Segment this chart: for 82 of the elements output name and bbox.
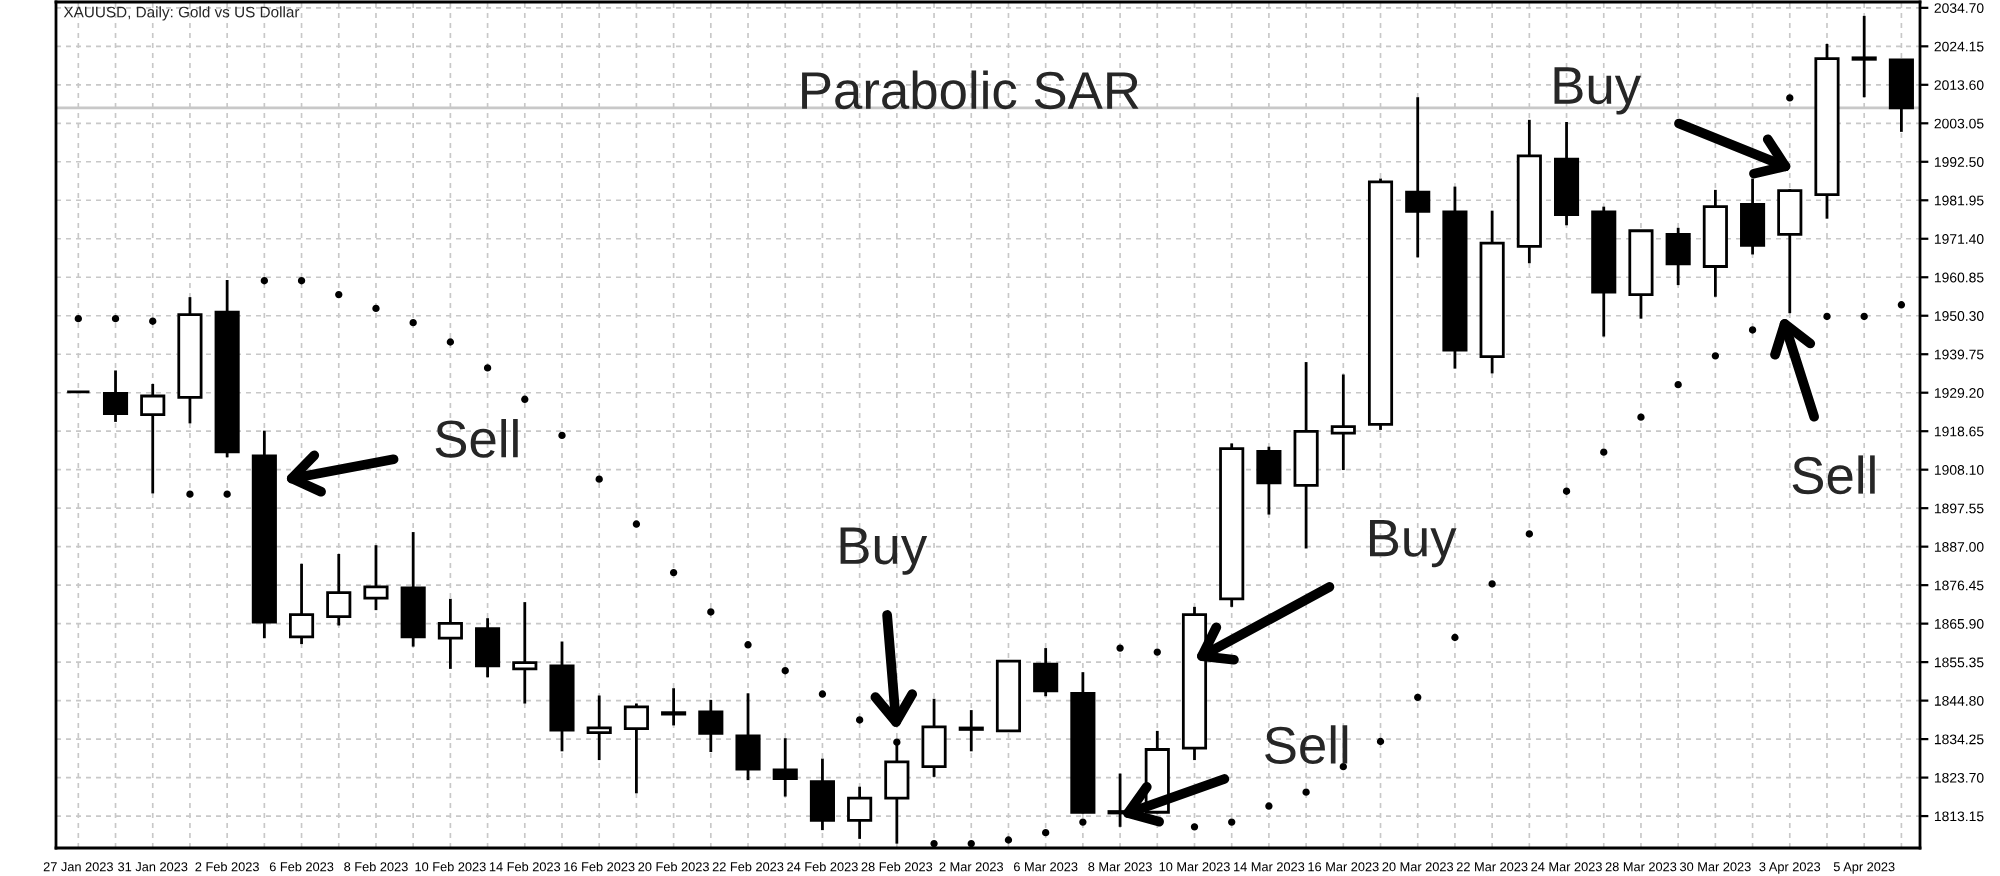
annotation: Sell [435,419,518,458]
annotation: Buy [1554,67,1642,115]
point [1897,301,1906,309]
candlestick [326,552,352,627]
point [1488,580,1496,588]
candlestick [1330,373,1356,472]
annotation: Buy [840,527,928,575]
annotation: Sell [1792,455,1875,495]
point [409,318,417,327]
candlestick [1888,57,1914,134]
point [1265,802,1273,810]
candlestick [289,562,315,646]
candlestick [735,691,761,782]
point [74,314,82,323]
point [1748,326,1757,334]
point [1041,829,1050,837]
point [781,667,789,675]
point [930,839,938,848]
candlestick [1256,445,1282,516]
candlestick [847,785,873,841]
point [372,304,380,313]
point [1079,818,1087,826]
point [186,490,194,498]
point [595,475,603,483]
candlestick [958,708,984,753]
point [335,290,343,299]
point [260,277,269,285]
point [297,277,306,285]
candlestick [437,597,463,671]
point [1674,381,1682,389]
point [1637,413,1645,421]
candlestick [1777,187,1803,315]
candlestick [363,543,389,612]
point [855,716,864,724]
candlestick [1851,14,1877,99]
candlestick [772,736,798,798]
candlestick [586,694,612,762]
point [149,317,157,325]
candlestick [140,382,166,495]
point [893,738,901,746]
point [483,364,492,372]
point [1302,788,1310,796]
point [1711,352,1720,360]
point [1860,312,1868,321]
point [1414,693,1422,702]
point [446,338,455,346]
candlestick [1665,226,1691,287]
candlestick [921,697,947,779]
point [1600,448,1608,456]
candlestick [623,702,649,795]
point [1562,487,1571,495]
candlestick [1405,95,1431,259]
point [744,641,752,649]
annotation: Sell [1265,725,1348,765]
point [1190,823,1199,831]
point [1451,633,1459,642]
point [521,395,529,403]
candlestick [512,600,538,705]
point [1004,836,1013,844]
candlestick [809,757,835,832]
candlestick [661,686,687,727]
point [1525,530,1534,538]
point [1376,737,1385,746]
point [1786,94,1794,102]
point [818,690,827,698]
point [707,608,715,616]
point [111,314,120,323]
candlestick [475,616,501,679]
point [669,568,678,577]
point [1153,648,1161,656]
point [1116,644,1124,652]
candlestick [1033,646,1059,698]
point [632,520,641,528]
candlestick [698,698,724,754]
point [1823,312,1831,321]
candlestick [102,369,129,424]
point [1228,818,1236,826]
point [967,839,975,848]
annotation: Buy [1369,519,1457,568]
annotation: Parabolic SAR [802,70,1139,110]
point [223,490,231,498]
point [558,431,566,440]
